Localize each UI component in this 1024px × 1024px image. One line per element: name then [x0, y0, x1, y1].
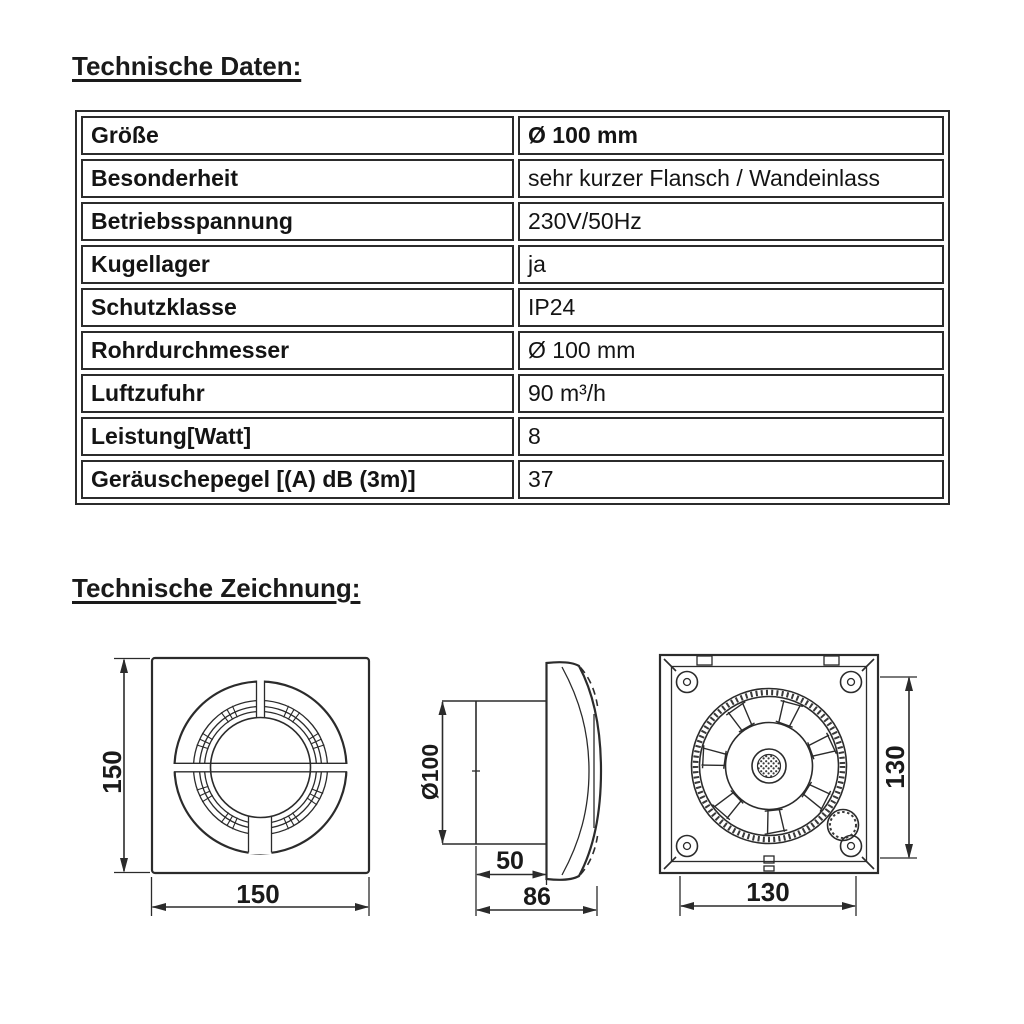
side-duct-depth-dimension: 50 — [475, 846, 548, 916]
table-row: Kugellager ja — [81, 245, 944, 284]
grille-hatch-marks — [196, 705, 325, 830]
table-row: Schutzklasse IP24 — [81, 288, 944, 327]
front-view-drawing: 150 150 — [97, 656, 371, 916]
spec-value: Ø 100 mm — [518, 116, 944, 155]
spec-table-body: Größe Ø 100 mm Besonderheit sehr kurzer Fla… — [81, 116, 944, 499]
spec-label: Kugellager — [81, 245, 514, 284]
front-height-dimension: 150 — [97, 657, 150, 874]
table-row: Luftzufuhr 90 m³/h — [81, 374, 944, 413]
back-height-dimension: 130 — [880, 676, 917, 859]
spec-label: Größe — [81, 116, 514, 155]
side-total-depth-label: 86 — [523, 883, 551, 911]
spec-label: Rohrdurchmesser — [81, 331, 514, 370]
spec-value: 90 m³/h — [518, 374, 944, 413]
table-row: Rohrdurchmesser Ø 100 mm — [81, 331, 944, 370]
spec-value: ja — [518, 245, 944, 284]
back-height-label: 130 — [880, 745, 910, 788]
technical-data-heading: Technische Daten: — [72, 51, 302, 81]
spec-label: Schutzklasse — [81, 288, 514, 327]
table-row: Leistung[Watt] 8 — [81, 417, 944, 456]
spec-value: 37 — [518, 460, 944, 499]
side-diameter-dimension: Ø100 — [417, 701, 447, 844]
side-view-drawing: Ø100 50 86 — [417, 661, 603, 916]
spec-label: Luftzufuhr — [81, 374, 514, 413]
back-width-label: 130 — [746, 877, 789, 907]
spec-table: Größe Ø 100 mm Besonderheit sehr kurzer Fla… — [75, 110, 950, 505]
spec-label: Besonderheit — [81, 159, 514, 198]
cable-gland — [826, 808, 860, 842]
table-row: Besonderheit sehr kurzer Flansch / Wandei… — [81, 159, 944, 198]
side-diameter-label: Ø100 — [417, 744, 443, 800]
spec-value: 230V/50Hz — [518, 202, 944, 241]
back-view-drawing: 130 130 — [658, 653, 917, 916]
spec-value: Ø 100 mm — [518, 331, 944, 370]
spec-label: Leistung[Watt] — [81, 417, 514, 456]
table-row: Betriebsspannung 230V/50Hz — [81, 202, 944, 241]
side-total-depth-dimension: 86 — [476, 883, 598, 916]
spec-value: IP24 — [518, 288, 944, 327]
front-width-dimension: 150 — [150, 877, 370, 916]
spec-label: Betriebsspannung — [81, 202, 514, 241]
side-duct-depth-label: 50 — [496, 847, 524, 875]
technical-drawing-heading: Technische Zeichnung: — [72, 573, 361, 603]
impeller-struts — [701, 699, 837, 836]
front-width-label: 150 — [236, 879, 279, 909]
spec-value: sehr kurzer Flansch / Wandeinlass — [518, 159, 944, 198]
front-height-label: 150 — [97, 750, 127, 793]
table-row: Größe Ø 100 mm — [81, 116, 944, 155]
back-width-dimension: 130 — [679, 876, 857, 916]
spec-label: Geräuschepegel [(A) dB (3m)] — [81, 460, 514, 499]
corner-screws — [675, 670, 863, 858]
spec-value: 8 — [518, 417, 944, 456]
table-row: Geräuschepegel [(A) dB (3m)] 37 — [81, 460, 944, 499]
